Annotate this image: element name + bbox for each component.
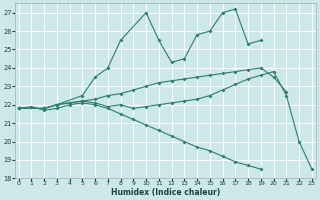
X-axis label: Humidex (Indice chaleur): Humidex (Indice chaleur) [111, 188, 220, 197]
